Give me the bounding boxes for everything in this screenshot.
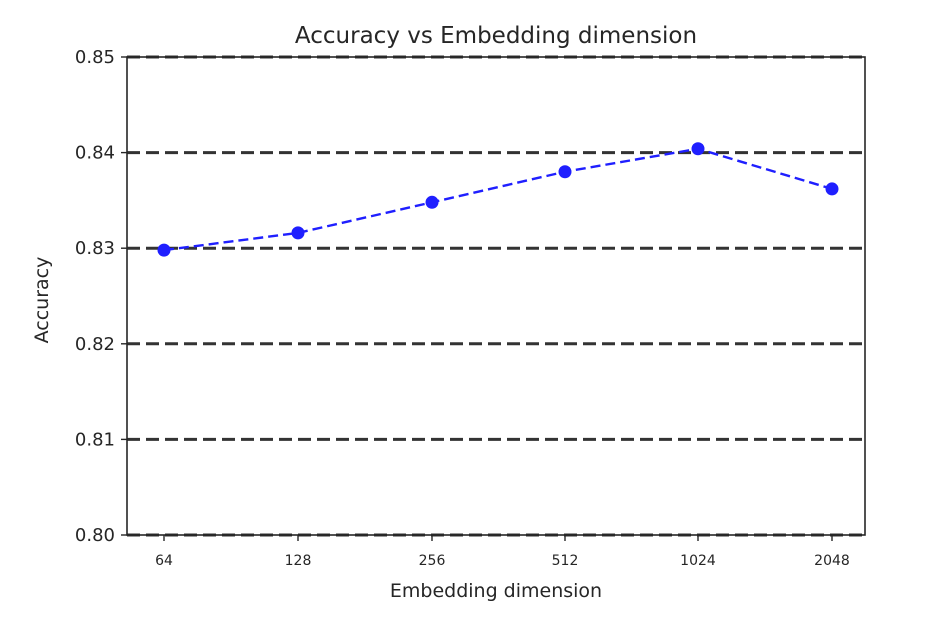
data-point	[691, 142, 705, 156]
y-tick-label: 0.80	[75, 525, 115, 546]
x-tick-label: 128	[285, 553, 312, 569]
x-tick-label: 512	[552, 553, 579, 569]
y-tick-label: 0.82	[75, 334, 115, 355]
data-point	[157, 243, 171, 257]
y-tick-label: 0.85	[75, 47, 115, 68]
y-tick-label: 0.83	[75, 238, 115, 259]
y-axis-label: Accuracy	[31, 257, 53, 344]
chart-title: Accuracy vs Embedding dimension	[295, 23, 697, 49]
gridlines	[127, 55, 865, 537]
x-tick-label: 2048	[814, 553, 850, 569]
y-tick-label: 0.84	[75, 143, 115, 164]
x-tick-label: 64	[155, 553, 173, 569]
data-point	[558, 165, 572, 179]
data-point	[825, 182, 839, 196]
plot-frame	[126, 56, 866, 536]
y-tick-label: 0.81	[75, 429, 115, 450]
x-axis-label: Embedding dimension	[390, 580, 602, 602]
y-axis-ticks: 0.80 0.81 0.82 0.83 0.84 0.85	[75, 47, 127, 546]
x-tick-label: 256	[419, 553, 446, 569]
data-point	[291, 226, 305, 240]
series-line	[163, 147, 833, 252]
x-tick-label: 1024	[680, 553, 716, 569]
x-axis-ticks: 64 128 256 512 1024 2048	[155, 535, 850, 569]
data-point	[425, 195, 439, 209]
series-group	[157, 142, 839, 257]
